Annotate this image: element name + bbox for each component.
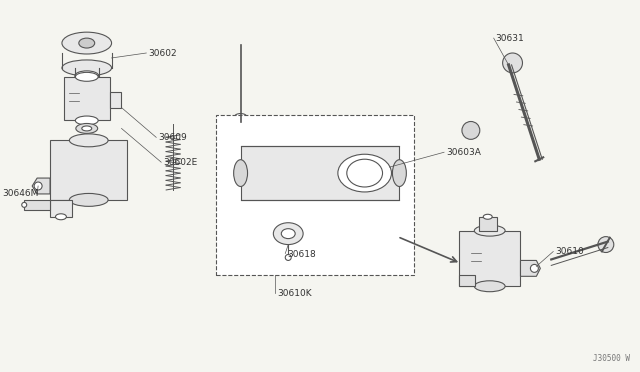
Ellipse shape	[474, 225, 505, 236]
Ellipse shape	[62, 60, 111, 76]
Text: 30602: 30602	[148, 48, 177, 58]
Ellipse shape	[82, 126, 92, 131]
Circle shape	[34, 182, 42, 190]
Ellipse shape	[234, 160, 248, 186]
Ellipse shape	[56, 214, 67, 220]
Ellipse shape	[76, 116, 98, 125]
Ellipse shape	[69, 134, 108, 147]
Text: 30618: 30618	[287, 250, 316, 259]
Bar	[24, 200, 50, 210]
Bar	[241, 146, 399, 200]
Bar	[109, 92, 122, 108]
Ellipse shape	[69, 193, 108, 206]
Ellipse shape	[282, 229, 295, 238]
Polygon shape	[32, 178, 50, 194]
Ellipse shape	[76, 73, 98, 81]
Circle shape	[502, 53, 522, 73]
Circle shape	[598, 237, 614, 253]
Text: 30610: 30610	[556, 247, 584, 256]
Text: 30610K: 30610K	[277, 289, 312, 298]
Text: 30609: 30609	[158, 133, 187, 142]
Ellipse shape	[22, 202, 27, 207]
Ellipse shape	[273, 223, 303, 244]
Text: 30631: 30631	[495, 33, 524, 43]
Bar	[50, 200, 72, 217]
Ellipse shape	[392, 160, 406, 186]
Polygon shape	[520, 260, 540, 276]
Bar	[479, 217, 497, 231]
Bar	[459, 231, 520, 286]
Text: 30602E: 30602E	[163, 158, 197, 167]
Ellipse shape	[483, 214, 492, 219]
Bar	[216, 115, 414, 275]
Text: 30646M: 30646M	[3, 189, 39, 198]
Ellipse shape	[235, 128, 246, 134]
Ellipse shape	[285, 254, 291, 260]
Ellipse shape	[235, 113, 246, 119]
Bar	[50, 140, 127, 200]
Ellipse shape	[474, 281, 505, 292]
Circle shape	[531, 264, 538, 272]
Ellipse shape	[347, 159, 383, 187]
Bar	[64, 77, 109, 121]
Ellipse shape	[338, 154, 392, 192]
Bar	[228, 116, 253, 131]
Text: J30500 W: J30500 W	[593, 354, 630, 363]
Bar	[459, 275, 475, 286]
Ellipse shape	[75, 71, 99, 81]
Ellipse shape	[76, 124, 98, 134]
Circle shape	[462, 122, 480, 140]
Text: 30603A: 30603A	[446, 148, 481, 157]
Ellipse shape	[62, 32, 111, 54]
Ellipse shape	[79, 38, 95, 48]
